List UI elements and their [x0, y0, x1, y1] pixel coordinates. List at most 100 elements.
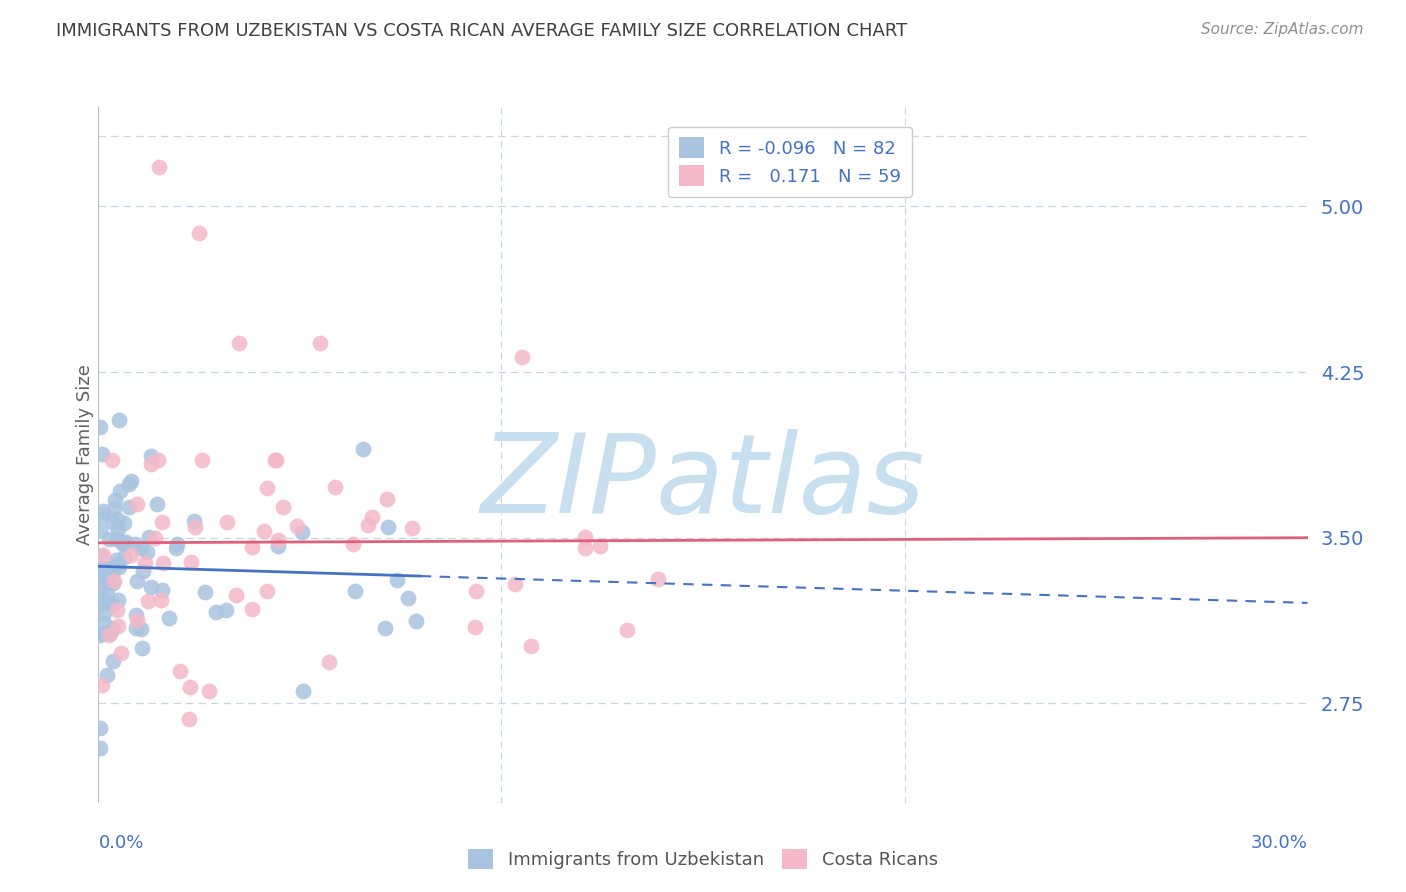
- Point: [146, 497, 169, 511]
- Point: [323, 480, 346, 494]
- Point: [146, 453, 169, 467]
- Point: [89, 588, 111, 602]
- Point: [125, 497, 148, 511]
- Point: [90, 625, 112, 640]
- Point: [118, 500, 141, 514]
- Point: [510, 350, 533, 364]
- Point: [285, 518, 308, 533]
- Point: [138, 530, 160, 544]
- Point: [91, 549, 114, 563]
- Point: [105, 553, 128, 567]
- Point: [357, 518, 380, 533]
- Text: 30.0%: 30.0%: [1251, 834, 1308, 852]
- Point: [141, 449, 163, 463]
- Point: [105, 533, 128, 547]
- Point: [91, 678, 114, 692]
- Point: [180, 555, 202, 569]
- Point: [342, 537, 364, 551]
- Point: [309, 336, 332, 351]
- Text: Source: ZipAtlas.com: Source: ZipAtlas.com: [1201, 22, 1364, 37]
- Point: [374, 621, 396, 635]
- Point: [139, 457, 162, 471]
- Point: [264, 453, 287, 467]
- Point: [96, 668, 118, 682]
- Point: [157, 611, 180, 625]
- Point: [198, 683, 221, 698]
- Point: [96, 561, 118, 575]
- Point: [183, 514, 205, 528]
- Point: [135, 545, 157, 559]
- Point: [377, 519, 399, 533]
- Point: [101, 576, 124, 591]
- Point: [110, 483, 132, 498]
- Point: [616, 624, 638, 638]
- Point: [89, 740, 111, 755]
- Point: [112, 549, 135, 564]
- Point: [114, 516, 136, 530]
- Point: [240, 602, 263, 616]
- Point: [141, 580, 163, 594]
- Point: [360, 510, 382, 524]
- Point: [124, 537, 146, 551]
- Point: [188, 226, 211, 240]
- Point: [273, 500, 295, 514]
- Point: [131, 640, 153, 655]
- Point: [103, 621, 125, 635]
- Point: [91, 508, 114, 522]
- Point: [647, 572, 669, 586]
- Point: [110, 646, 132, 660]
- Point: [107, 511, 129, 525]
- Point: [385, 573, 408, 587]
- Point: [464, 620, 486, 634]
- Point: [89, 523, 111, 537]
- Point: [256, 481, 278, 495]
- Point: [89, 419, 111, 434]
- Point: [91, 504, 114, 518]
- Point: [132, 564, 155, 578]
- Point: [152, 515, 174, 529]
- Point: [150, 583, 173, 598]
- Point: [96, 595, 118, 609]
- Point: [291, 684, 314, 698]
- Text: IMMIGRANTS FROM UZBEKISTAN VS COSTA RICAN AVERAGE FAMILY SIZE CORRELATION CHART: IMMIGRANTS FROM UZBEKISTAN VS COSTA RICA…: [56, 22, 907, 40]
- Point: [179, 712, 201, 726]
- Point: [136, 594, 159, 608]
- Legend: Immigrants from Uzbekistan, Costa Ricans: Immigrants from Uzbekistan, Costa Ricans: [460, 839, 946, 879]
- Point: [228, 336, 250, 351]
- Point: [217, 515, 239, 529]
- Y-axis label: Average Family Size: Average Family Size: [76, 365, 94, 545]
- Point: [100, 626, 122, 640]
- Point: [267, 539, 290, 553]
- Point: [215, 602, 238, 616]
- Point: [103, 574, 125, 588]
- Point: [101, 654, 124, 668]
- Point: [352, 442, 374, 456]
- Point: [101, 598, 124, 612]
- Point: [89, 628, 111, 642]
- Point: [125, 613, 148, 627]
- Point: [100, 561, 122, 575]
- Point: [264, 453, 287, 467]
- Legend: R = -0.096   N = 82, R =   0.171   N = 59: R = -0.096 N = 82, R = 0.171 N = 59: [668, 127, 911, 197]
- Point: [134, 557, 156, 571]
- Point: [150, 593, 173, 607]
- Point: [94, 562, 117, 576]
- Point: [103, 500, 125, 515]
- Point: [89, 549, 111, 563]
- Point: [166, 536, 188, 550]
- Point: [291, 524, 314, 539]
- Point: [96, 576, 118, 591]
- Point: [165, 541, 187, 555]
- Point: [465, 583, 488, 598]
- Point: [267, 533, 290, 547]
- Point: [256, 583, 278, 598]
- Point: [240, 540, 263, 554]
- Point: [148, 160, 170, 174]
- Point: [125, 607, 148, 622]
- Point: [91, 570, 114, 584]
- Point: [105, 558, 128, 573]
- Point: [96, 587, 118, 601]
- Point: [169, 665, 191, 679]
- Point: [125, 574, 148, 588]
- Point: [98, 628, 121, 642]
